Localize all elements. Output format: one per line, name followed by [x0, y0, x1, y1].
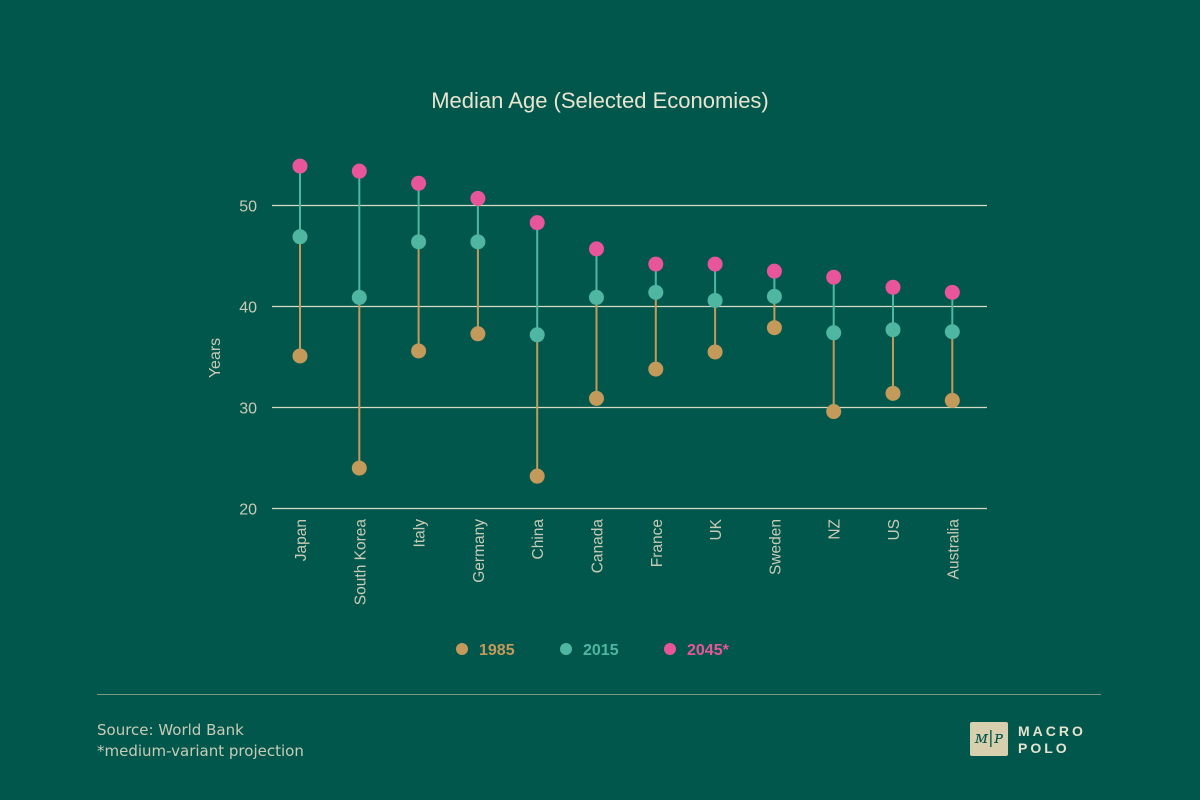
legend-label: 1985	[479, 642, 515, 659]
gridlines: 20 30 40 50	[239, 199, 987, 519]
lollipop-stems	[299, 166, 954, 477]
chart-title: Median Age (Selected Economies)	[431, 88, 769, 113]
x-tick-label: Japan	[293, 519, 310, 561]
point-1985-south-korea	[351, 460, 367, 476]
point-2045-sweden	[766, 263, 782, 279]
point-2045-south-korea	[351, 163, 367, 179]
x-tick-label: Canada	[590, 519, 607, 574]
legend-label: 2015	[583, 642, 619, 659]
x-tick-label: South Korea	[352, 519, 369, 606]
x-tick-label: China	[530, 519, 547, 560]
point-1985-italy	[411, 343, 427, 359]
legend-label: 2045*	[687, 642, 730, 659]
point-1985-us	[885, 385, 901, 401]
point-1985-china	[529, 468, 545, 484]
footer-source-block: Source: World Bank *medium-variant proje…	[97, 720, 304, 762]
macropolo-logo: ᴍ|ᴘ MACRO POLO	[970, 722, 1090, 758]
point-2015-france	[648, 284, 664, 300]
logo-mark-icon: ᴍ|ᴘ	[970, 722, 1008, 756]
point-2015-germany	[470, 234, 486, 250]
y-tick-label: 30	[239, 401, 257, 418]
point-2015-south-korea	[351, 289, 367, 305]
point-1985-japan	[292, 348, 308, 364]
x-tick-label: France	[649, 519, 666, 567]
point-2045-nz	[826, 269, 842, 285]
x-tick-label: US	[886, 519, 903, 541]
point-1985-uk	[707, 344, 723, 360]
point-2045-italy	[411, 175, 427, 191]
legend-marker	[560, 643, 572, 655]
point-2015-australia	[944, 324, 960, 340]
point-2045-canada	[589, 241, 604, 257]
data-points	[292, 158, 960, 484]
point-2045-uk	[707, 256, 723, 272]
legend-marker	[456, 643, 468, 655]
footer-divider	[97, 694, 1101, 695]
x-tick-label: NZ	[827, 519, 844, 540]
point-2045-germany	[470, 190, 486, 206]
point-2015-japan	[292, 229, 308, 245]
point-1985-australia	[944, 392, 960, 408]
point-1985-nz	[826, 404, 842, 420]
point-1985-germany	[470, 326, 486, 342]
logo-wordmark: MACRO POLO	[1018, 723, 1086, 757]
logo-glyph: ᴍ|ᴘ	[974, 728, 1004, 748]
y-axis-label: Years	[207, 338, 224, 378]
point-2015-italy	[411, 234, 427, 250]
x-tick-label: Germany	[471, 519, 488, 583]
point-2015-sweden	[766, 288, 782, 304]
y-tick-label: 20	[239, 502, 257, 519]
footnote-text: *medium-variant projection	[97, 742, 304, 760]
x-tick-labels: Japan South Korea Italy Germany China Canada F…	[293, 518, 962, 605]
logo-line-2: POLO	[1018, 740, 1070, 756]
legend-marker	[664, 643, 676, 655]
point-2015-canada	[589, 289, 604, 305]
point-2045-us	[885, 279, 901, 295]
point-1985-sweden	[766, 320, 782, 336]
logo-line-1: MACRO	[1018, 723, 1086, 739]
point-2045-japan	[292, 158, 308, 174]
point-2015-uk	[707, 292, 723, 308]
point-2045-china	[529, 215, 545, 231]
point-1985-canada	[589, 390, 604, 406]
x-tick-label: Italy	[412, 519, 429, 548]
point-2045-france	[648, 256, 664, 272]
y-tick-label: 40	[239, 300, 257, 317]
x-tick-label: Sweden	[767, 519, 784, 575]
y-tick-label: 50	[239, 199, 257, 216]
x-tick-label: Australia	[945, 519, 962, 580]
x-tick-label: UK	[708, 518, 725, 540]
legend: 1985 2015 2045*	[456, 642, 730, 659]
point-2045-australia	[944, 284, 960, 300]
point-2015-china	[529, 327, 545, 343]
point-1985-france	[648, 361, 664, 377]
point-2015-us	[885, 322, 901, 338]
point-2015-nz	[826, 325, 842, 341]
source-text: Source: World Bank	[97, 721, 244, 739]
